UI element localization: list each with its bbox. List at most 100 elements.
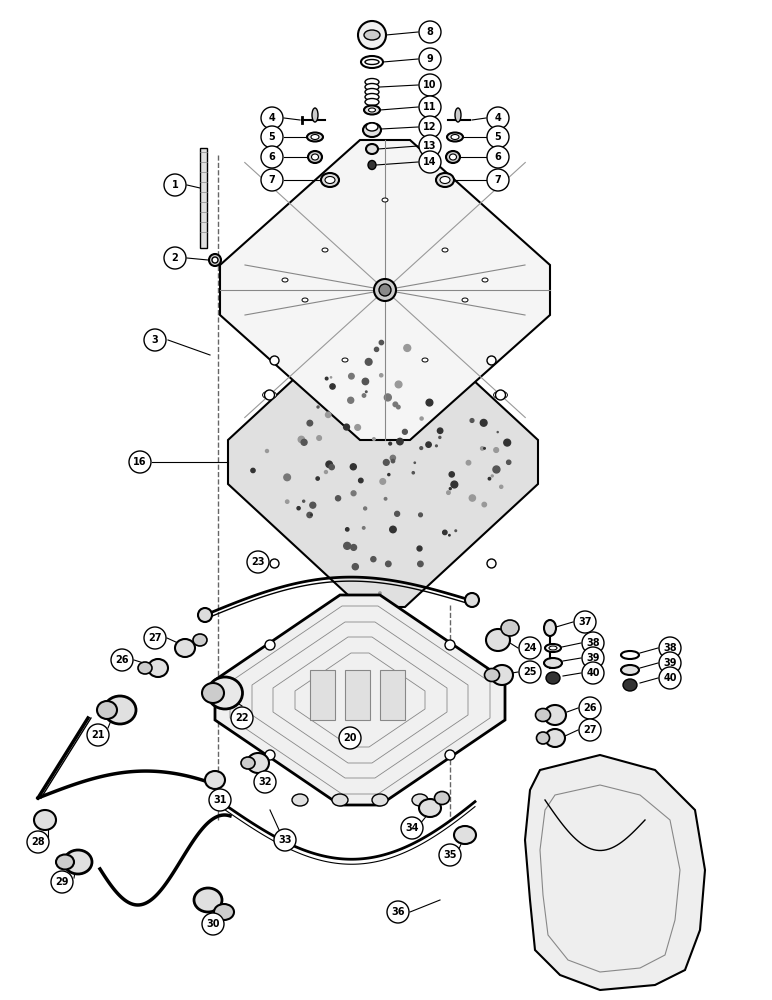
Circle shape bbox=[362, 394, 366, 397]
Ellipse shape bbox=[194, 888, 222, 912]
Circle shape bbox=[307, 512, 312, 518]
Text: 35: 35 bbox=[443, 850, 457, 860]
Circle shape bbox=[384, 460, 389, 465]
Ellipse shape bbox=[311, 134, 319, 139]
Ellipse shape bbox=[545, 729, 565, 747]
Circle shape bbox=[362, 378, 368, 385]
Ellipse shape bbox=[282, 278, 288, 282]
Circle shape bbox=[329, 464, 334, 470]
Text: 38: 38 bbox=[663, 643, 677, 653]
Text: 32: 32 bbox=[259, 777, 272, 787]
Ellipse shape bbox=[312, 108, 318, 122]
Text: 31: 31 bbox=[213, 795, 227, 805]
Ellipse shape bbox=[365, 84, 379, 91]
Circle shape bbox=[449, 472, 455, 477]
Ellipse shape bbox=[325, 176, 335, 184]
Circle shape bbox=[487, 107, 509, 129]
Ellipse shape bbox=[332, 794, 348, 806]
Ellipse shape bbox=[262, 181, 276, 189]
Circle shape bbox=[582, 647, 604, 669]
Text: 4: 4 bbox=[495, 113, 501, 123]
Circle shape bbox=[284, 474, 290, 481]
Circle shape bbox=[209, 789, 231, 811]
Circle shape bbox=[418, 513, 422, 517]
Ellipse shape bbox=[496, 180, 506, 190]
Ellipse shape bbox=[544, 658, 562, 668]
Ellipse shape bbox=[209, 254, 221, 266]
Circle shape bbox=[326, 461, 333, 468]
Circle shape bbox=[326, 412, 331, 417]
Text: 40: 40 bbox=[663, 673, 677, 683]
Circle shape bbox=[470, 419, 474, 422]
Circle shape bbox=[391, 459, 394, 463]
Text: 24: 24 bbox=[523, 643, 537, 653]
Circle shape bbox=[274, 829, 296, 851]
Circle shape bbox=[487, 126, 509, 148]
Text: 28: 28 bbox=[31, 837, 45, 847]
Bar bbox=[380, 670, 405, 720]
Text: 1: 1 bbox=[171, 180, 178, 190]
Circle shape bbox=[365, 359, 372, 365]
Circle shape bbox=[344, 424, 350, 430]
Circle shape bbox=[499, 485, 503, 488]
Ellipse shape bbox=[544, 705, 566, 725]
Circle shape bbox=[438, 436, 441, 438]
Text: 26: 26 bbox=[584, 703, 597, 713]
Ellipse shape bbox=[302, 298, 308, 302]
Bar bbox=[200, 148, 207, 248]
Circle shape bbox=[455, 530, 456, 532]
Circle shape bbox=[261, 126, 283, 148]
Circle shape bbox=[297, 507, 300, 510]
Text: 22: 22 bbox=[235, 713, 249, 723]
Ellipse shape bbox=[148, 659, 168, 677]
Ellipse shape bbox=[358, 21, 386, 49]
Ellipse shape bbox=[382, 198, 388, 202]
Circle shape bbox=[481, 447, 484, 450]
Ellipse shape bbox=[361, 56, 383, 68]
Ellipse shape bbox=[445, 750, 455, 760]
Text: 21: 21 bbox=[91, 730, 105, 740]
Circle shape bbox=[336, 496, 340, 501]
Circle shape bbox=[419, 48, 441, 70]
Circle shape bbox=[519, 661, 541, 683]
Circle shape bbox=[419, 135, 441, 157]
Circle shape bbox=[301, 439, 307, 445]
Ellipse shape bbox=[342, 358, 348, 362]
Ellipse shape bbox=[445, 640, 455, 650]
Ellipse shape bbox=[265, 390, 275, 400]
Circle shape bbox=[144, 329, 166, 351]
Ellipse shape bbox=[419, 799, 441, 817]
Ellipse shape bbox=[621, 651, 639, 659]
Circle shape bbox=[330, 384, 335, 389]
Circle shape bbox=[379, 592, 381, 594]
Ellipse shape bbox=[487, 356, 496, 365]
Ellipse shape bbox=[193, 634, 207, 646]
Ellipse shape bbox=[549, 646, 557, 650]
Ellipse shape bbox=[435, 792, 449, 804]
Circle shape bbox=[449, 488, 452, 490]
Circle shape bbox=[487, 146, 509, 168]
Circle shape bbox=[111, 649, 133, 671]
Ellipse shape bbox=[365, 60, 379, 64]
Ellipse shape bbox=[366, 144, 378, 154]
Ellipse shape bbox=[449, 154, 456, 160]
Ellipse shape bbox=[308, 151, 322, 163]
Circle shape bbox=[419, 74, 441, 96]
Ellipse shape bbox=[368, 108, 375, 112]
Text: 2: 2 bbox=[171, 253, 178, 263]
Circle shape bbox=[491, 475, 493, 477]
Circle shape bbox=[387, 901, 409, 923]
Circle shape bbox=[397, 405, 400, 409]
Circle shape bbox=[582, 632, 604, 654]
Ellipse shape bbox=[544, 620, 556, 636]
Circle shape bbox=[582, 662, 604, 684]
Circle shape bbox=[346, 528, 349, 531]
Circle shape bbox=[379, 340, 384, 345]
Ellipse shape bbox=[545, 644, 561, 652]
Ellipse shape bbox=[64, 850, 92, 874]
Circle shape bbox=[659, 637, 681, 659]
Ellipse shape bbox=[270, 356, 279, 365]
Polygon shape bbox=[215, 595, 505, 805]
Circle shape bbox=[303, 500, 305, 502]
Circle shape bbox=[330, 377, 332, 378]
